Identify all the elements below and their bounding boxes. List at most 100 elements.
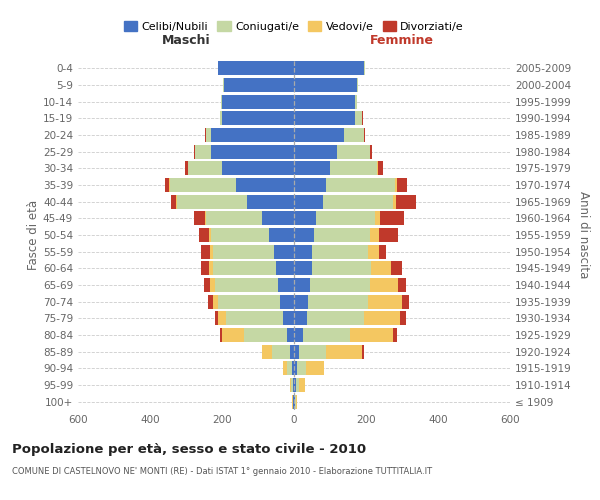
Bar	[294, 62, 364, 76]
Y-axis label: Anni di nascita: Anni di nascita	[577, 192, 590, 278]
Bar	[206, 211, 262, 226]
Bar	[294, 328, 303, 342]
Bar	[194, 144, 195, 159]
Bar	[185, 162, 188, 175]
Bar	[211, 128, 294, 142]
Bar	[308, 294, 368, 308]
Bar	[224, 78, 294, 92]
Bar	[280, 294, 294, 308]
Bar	[362, 344, 364, 359]
Bar	[303, 328, 350, 342]
Bar	[220, 328, 222, 342]
Bar	[355, 112, 362, 126]
Bar	[269, 228, 294, 242]
Bar	[213, 244, 274, 259]
Bar	[195, 144, 211, 159]
Bar	[194, 211, 205, 226]
Bar	[222, 112, 294, 126]
Text: Maschi: Maschi	[161, 34, 211, 46]
Bar	[375, 211, 380, 226]
Bar	[278, 278, 294, 292]
Bar	[294, 311, 307, 326]
Bar	[165, 178, 169, 192]
Bar	[290, 344, 294, 359]
Bar	[370, 144, 372, 159]
Bar	[323, 194, 393, 209]
Bar	[226, 311, 283, 326]
Bar	[274, 244, 294, 259]
Bar	[222, 94, 294, 109]
Bar	[337, 144, 370, 159]
Bar	[287, 328, 294, 342]
Bar	[220, 112, 222, 126]
Bar	[211, 278, 215, 292]
Bar	[402, 294, 409, 308]
Bar	[344, 128, 364, 142]
Bar	[396, 194, 416, 209]
Bar	[379, 228, 398, 242]
Bar	[283, 361, 287, 376]
Bar	[370, 228, 379, 242]
Bar	[312, 244, 368, 259]
Bar	[316, 211, 375, 226]
Bar	[310, 278, 370, 292]
Bar	[293, 394, 294, 409]
Bar	[293, 378, 294, 392]
Bar	[314, 228, 370, 242]
Bar	[294, 178, 326, 192]
Bar	[312, 261, 371, 276]
Bar	[244, 328, 287, 342]
Bar	[287, 361, 292, 376]
Bar	[290, 378, 291, 392]
Bar	[294, 344, 299, 359]
Bar	[400, 311, 406, 326]
Bar	[218, 311, 226, 326]
Bar	[393, 194, 396, 209]
Bar	[295, 394, 296, 409]
Bar	[202, 261, 209, 276]
Bar	[294, 361, 297, 376]
Bar	[211, 144, 294, 159]
Text: Femmine: Femmine	[370, 34, 434, 46]
Bar	[221, 94, 222, 109]
Bar	[176, 194, 177, 209]
Bar	[262, 344, 272, 359]
Bar	[393, 328, 397, 342]
Bar	[205, 211, 206, 226]
Bar	[355, 94, 357, 109]
Bar	[294, 294, 308, 308]
Text: Popolazione per età, sesso e stato civile - 2010: Popolazione per età, sesso e stato civil…	[12, 442, 366, 456]
Bar	[188, 162, 222, 175]
Bar	[294, 144, 337, 159]
Legend: Celibi/Nubili, Coniugati/e, Vedovi/e, Divorziati/e: Celibi/Nubili, Coniugati/e, Vedovi/e, Di…	[119, 16, 469, 36]
Bar	[294, 194, 323, 209]
Bar	[294, 128, 344, 142]
Bar	[307, 311, 364, 326]
Bar	[364, 128, 365, 142]
Bar	[272, 344, 290, 359]
Y-axis label: Fasce di età: Fasce di età	[27, 200, 40, 270]
Bar	[296, 378, 299, 392]
Bar	[371, 261, 391, 276]
Bar	[205, 128, 206, 142]
Bar	[170, 178, 236, 192]
Bar	[262, 211, 294, 226]
Bar	[209, 261, 213, 276]
Bar	[222, 162, 294, 175]
Bar	[294, 211, 316, 226]
Bar	[380, 211, 404, 226]
Bar	[294, 378, 296, 392]
Bar	[294, 162, 330, 175]
Bar	[398, 278, 406, 292]
Bar	[213, 261, 276, 276]
Bar	[294, 228, 314, 242]
Bar	[299, 378, 305, 392]
Bar	[326, 344, 362, 359]
Bar	[357, 78, 358, 92]
Bar	[177, 194, 247, 209]
Bar	[218, 62, 294, 76]
Bar	[391, 261, 402, 276]
Bar	[201, 244, 210, 259]
Bar	[326, 178, 395, 192]
Bar	[291, 378, 293, 392]
